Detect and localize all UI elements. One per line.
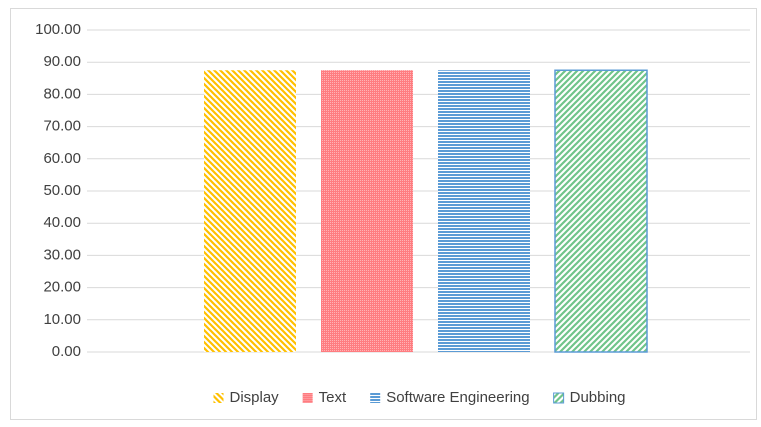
legend-label: Dubbing: [570, 389, 626, 406]
y-tick-label: 50.00: [43, 182, 81, 199]
legend-label: Display: [229, 389, 279, 406]
legend-swatch: [370, 393, 381, 403]
y-tick-label: 40.00: [43, 214, 81, 231]
legend-label: Software Engineering: [386, 389, 529, 406]
y-tick-label: 30.00: [43, 246, 81, 263]
y-tick-label: 100.00: [35, 21, 81, 38]
legend-label: Text: [319, 389, 347, 406]
legend-swatch: [553, 392, 565, 404]
y-tick-label: 70.00: [43, 118, 81, 135]
y-tick-label: 60.00: [43, 150, 81, 167]
y-tick-label: 90.00: [43, 53, 81, 70]
y-tick-label: 10.00: [43, 311, 81, 328]
bar: [438, 70, 530, 352]
bar: [204, 70, 296, 352]
legend: Display Text Software Engineering Dubbing: [213, 389, 626, 406]
y-tick-label: 20.00: [43, 279, 81, 296]
y-tick-label: 0.00: [52, 343, 81, 360]
y-tick-label: 80.00: [43, 85, 81, 102]
bar: [554, 69, 648, 353]
legend-swatch: [302, 393, 313, 403]
legend-swatch: [213, 393, 224, 403]
bar: [321, 70, 413, 352]
